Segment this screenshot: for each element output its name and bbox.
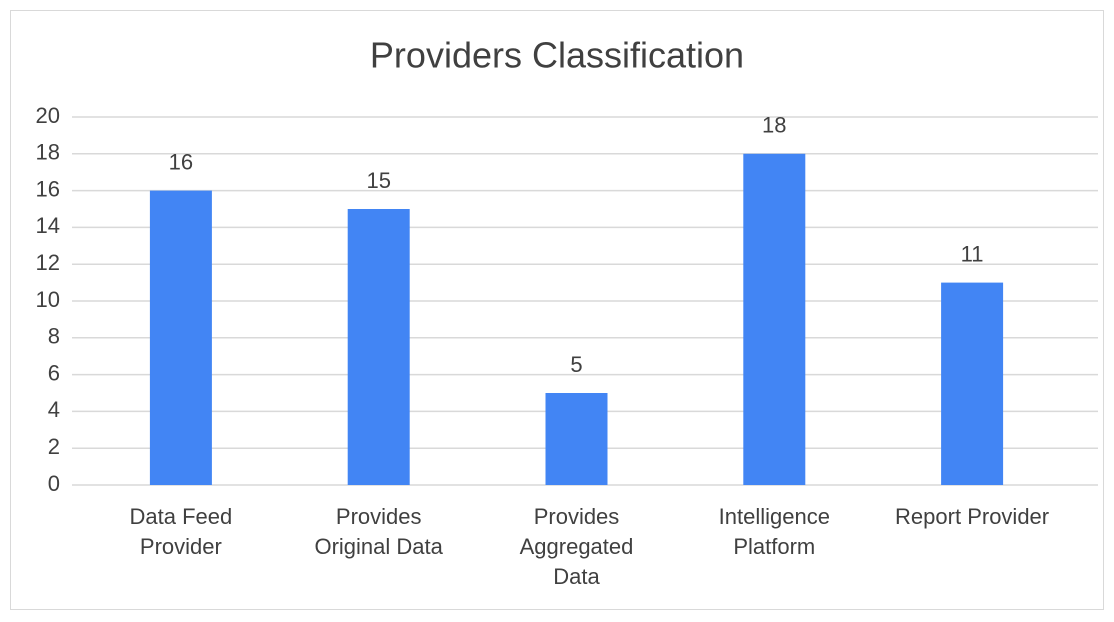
data-label: 11 — [961, 241, 984, 266]
data-label: 16 — [169, 149, 193, 174]
data-label: 18 — [762, 113, 786, 138]
y-tick-label: 8 — [48, 324, 60, 349]
x-tick-label: Provides Aggregated Data — [519, 504, 634, 589]
y-tick-label: 20 — [36, 103, 60, 128]
data-label: 5 — [570, 352, 582, 377]
x-tick-label: Data Feed Provider — [129, 504, 233, 559]
y-tick-label: 4 — [48, 397, 60, 422]
x-tick-label: Intelligence Platform — [718, 504, 830, 559]
y-tick-label: 2 — [48, 434, 60, 459]
y-tick-label: 18 — [36, 140, 60, 165]
x-tick-label: Report Provider — [895, 504, 1050, 529]
y-tick-label: 14 — [36, 213, 60, 238]
y-tick-label: 16 — [36, 176, 60, 201]
x-tick-label: Provides Original Data — [314, 504, 443, 559]
bar — [545, 393, 608, 485]
data-label: 15 — [366, 168, 390, 193]
bar — [347, 209, 410, 485]
bar — [149, 190, 212, 485]
y-tick-label: 6 — [48, 360, 60, 385]
y-tick-label: 12 — [36, 250, 60, 275]
y-tick-label: 10 — [36, 287, 60, 312]
chart-title: Providers Classification — [370, 35, 744, 76]
y-tick-label: 0 — [48, 471, 60, 496]
bar — [941, 282, 1004, 485]
bar — [743, 153, 806, 486]
